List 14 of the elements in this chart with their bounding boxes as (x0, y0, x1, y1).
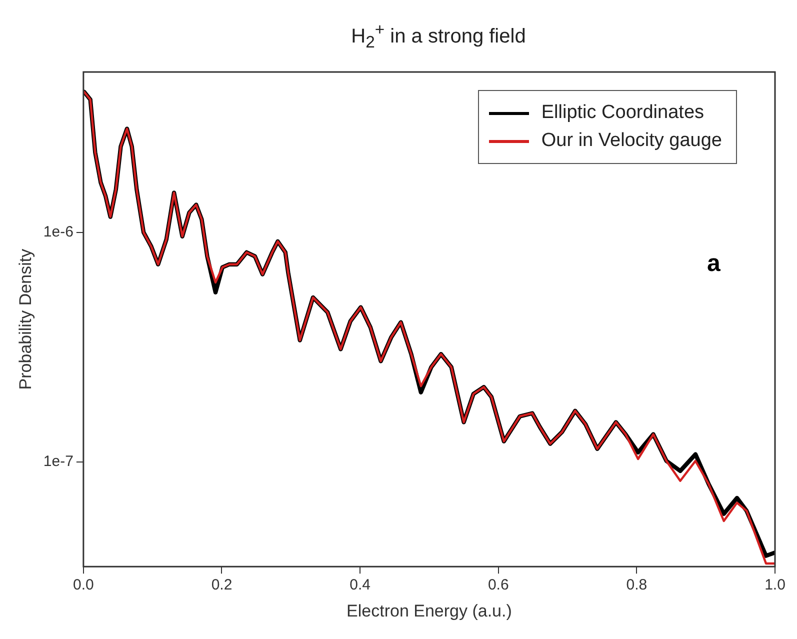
y-axis-title: Probability Density (16, 248, 35, 390)
x-tick-label: 0.0 (72, 576, 94, 594)
legend-label: Our in Velocity gauge (541, 129, 722, 153)
x-tick-label: 0.2 (211, 576, 232, 594)
x-tick-label: 1.0 (764, 576, 786, 594)
x-tick-label: 0.8 (626, 576, 648, 594)
y-tick-label: 1e-7 (43, 453, 74, 470)
legend-label: Elliptic Coordinates (541, 101, 704, 125)
chart-title: H$_{2}$$^{+}$ in a strong field (350, 19, 527, 54)
annotation: a (707, 250, 720, 278)
x-tick-label: 0.4 (350, 576, 370, 594)
y-tick-label: 1e-6 (43, 224, 74, 241)
x-axis-title: Electron Energy (a.u.) (346, 601, 512, 620)
x-tick-label: 0.6 (488, 576, 509, 594)
